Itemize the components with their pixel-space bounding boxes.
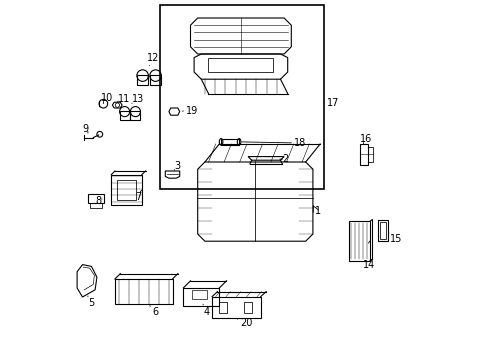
Text: 9: 9 [82, 123, 88, 134]
Text: 5: 5 [88, 298, 94, 308]
Bar [367, 147, 373, 162]
Text: 18: 18 [294, 138, 306, 148]
Bar [380, 222, 385, 239]
Bar [117, 180, 136, 200]
Text: 6: 6 [152, 307, 159, 317]
Bar [183, 288, 219, 306]
Bar [359, 144, 367, 165]
Text: 17: 17 [326, 98, 338, 108]
Bar [192, 290, 206, 299]
Bar [378, 220, 387, 241]
Bar [221, 139, 239, 145]
Bar [218, 302, 226, 313]
Bar [120, 111, 129, 120]
Text: 20: 20 [239, 318, 252, 328]
Bar [88, 194, 104, 203]
Text: 19: 19 [186, 105, 198, 116]
Text: 4: 4 [203, 307, 209, 317]
Text: 2: 2 [282, 154, 288, 164]
Bar [208, 58, 273, 72]
Bar [160, 5, 323, 189]
Text: 15: 15 [389, 234, 401, 244]
Text: 10: 10 [101, 93, 113, 103]
Text: 8: 8 [95, 195, 101, 206]
Bar [115, 279, 172, 304]
Text: 7: 7 [134, 192, 141, 202]
Bar [111, 175, 142, 205]
Bar [244, 302, 252, 313]
Text: 14: 14 [363, 260, 375, 270]
Bar [130, 111, 140, 120]
Text: 16: 16 [359, 134, 371, 144]
Bar [150, 75, 161, 85]
Bar [89, 203, 102, 208]
Text: 12: 12 [146, 53, 159, 63]
Text: 13: 13 [132, 94, 144, 104]
Text: 1: 1 [314, 206, 320, 216]
Text: 11: 11 [118, 94, 130, 104]
Bar [137, 75, 148, 85]
Bar [348, 221, 369, 261]
Text: 3: 3 [174, 161, 180, 171]
Bar [212, 297, 260, 318]
